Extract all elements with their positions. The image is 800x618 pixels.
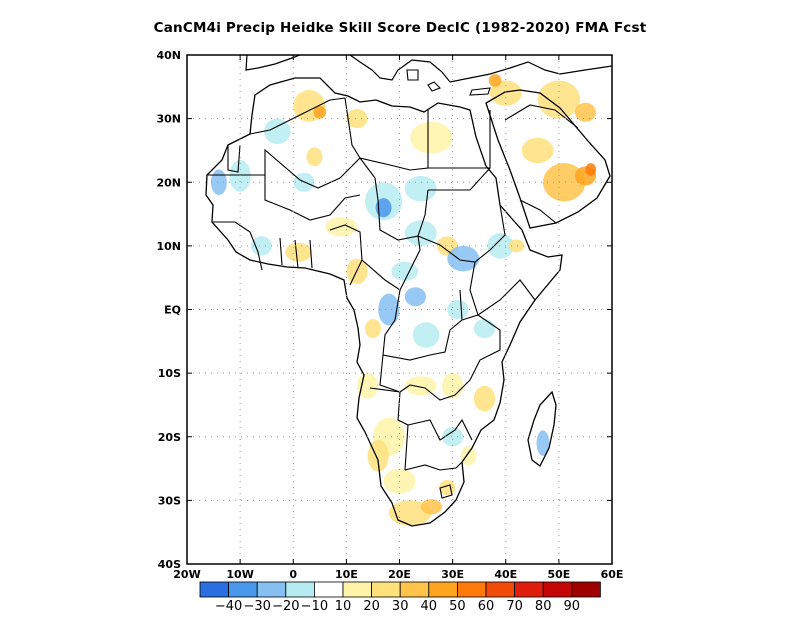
arabia-coastline — [485, 89, 611, 229]
skill-patch — [404, 175, 437, 202]
graticule — [187, 55, 612, 564]
colorbar-swatch — [256, 581, 287, 598]
skill-patch — [306, 147, 323, 167]
colorbar-swatch — [542, 581, 573, 598]
skill-patch — [447, 245, 480, 272]
skill-patch — [364, 319, 381, 339]
skill-patch — [404, 220, 437, 246]
skill-patch — [375, 198, 392, 218]
mediterranean-islands — [406, 69, 491, 96]
skill-patch — [410, 121, 453, 154]
colorbar-swatch — [199, 581, 230, 598]
lon-tick-label: 20W — [173, 568, 200, 581]
colorbar-swatch — [285, 581, 315, 598]
lon-tick-label: 10E — [335, 568, 358, 581]
lat-tick-label: 20S — [158, 431, 181, 444]
skill-patch — [488, 74, 502, 87]
skill-patch — [508, 239, 525, 253]
colorbar-swatch — [428, 581, 458, 598]
skill-patch — [420, 499, 442, 515]
skill-patch — [585, 163, 597, 176]
colorbar-swatch — [485, 581, 516, 598]
lon-tick-label: 40E — [494, 568, 517, 581]
lat-tick-label: 10N — [156, 240, 181, 253]
lat-tick-label: 30N — [156, 113, 181, 126]
colorbar-swatch — [342, 581, 373, 598]
skill-patch — [357, 373, 379, 399]
axis-ticks: 20W 10W 0 10E 20E 30E 40E 50E 60E 40N 30N 20N 10N EQ 1… — [156, 49, 623, 581]
skill-patch — [378, 293, 400, 326]
skill-patch — [264, 118, 291, 145]
colorbar-swatch — [456, 581, 487, 598]
lon-tick-label: 20E — [388, 568, 411, 581]
colorbar-label: 20 — [363, 599, 380, 614]
skill-patch — [489, 80, 522, 106]
lon-tick-label: 30E — [441, 568, 464, 581]
colorbar-label: −20 — [272, 599, 299, 614]
skill-patch — [487, 233, 514, 259]
lon-tick-label: 10W — [226, 568, 253, 581]
colorbar-swatch — [371, 581, 401, 598]
lat-tick-label: 10S — [158, 367, 181, 380]
colorbar-swatch — [228, 581, 258, 598]
colorbar-swatch — [514, 581, 544, 598]
skill-patch — [285, 242, 312, 262]
colorbar-label: −30 — [243, 599, 270, 614]
colorbar-label: 70 — [506, 599, 523, 614]
skill-patch — [473, 385, 496, 412]
skill-patch — [210, 169, 227, 195]
colorbar-label: 80 — [535, 599, 552, 614]
colorbar-label: 30 — [392, 599, 409, 614]
colorbar-label: 10 — [335, 599, 352, 614]
colorbar-swatch — [399, 581, 430, 598]
skill-patch — [521, 137, 554, 164]
colorbar-label: 90 — [564, 599, 581, 614]
lat-tick-label: EQ — [164, 304, 181, 317]
colorbar-swatch — [313, 581, 344, 598]
skill-patch — [542, 163, 586, 202]
skill-patch — [250, 236, 272, 256]
colorbar-label: 50 — [449, 599, 466, 614]
skill-patch — [412, 322, 440, 348]
map-title: CanCM4i Precip Heidke Skill Score DecIC … — [153, 20, 647, 36]
skill-patch — [313, 105, 327, 119]
skill-patch — [460, 446, 477, 466]
skill-patch — [536, 430, 550, 456]
skill-shading-layer — [210, 74, 597, 526]
lat-tick-label: 40N — [156, 49, 181, 62]
lon-tick-label: 60E — [601, 568, 624, 581]
colorbar-swatch — [571, 581, 601, 598]
colorbar-label: 40 — [421, 599, 438, 614]
lat-tick-label: 30S — [158, 494, 181, 507]
madagascar-coastline — [527, 390, 557, 467]
colorbar-label: −10 — [301, 599, 328, 614]
lon-tick-label: 50E — [547, 568, 570, 581]
lat-tick-label: 20N — [156, 176, 181, 189]
colorbar: −40 −30 −20 −10 10 20 30 40 50 60 70 80 90 — [199, 581, 601, 614]
country-borders — [207, 97, 579, 499]
africa-coastline — [205, 77, 563, 527]
colorbar-label: −40 — [215, 599, 242, 614]
skill-patch — [391, 261, 419, 281]
colorbar-label: 60 — [478, 599, 495, 614]
lat-tick-label: 40S — [158, 558, 181, 571]
skill-patch — [346, 109, 368, 129]
skill-patch — [574, 102, 597, 122]
coastline-layer — [205, 55, 612, 527]
skill-patch — [473, 319, 496, 339]
skill-patch — [404, 287, 427, 307]
skill-patch — [442, 427, 464, 447]
lon-tick-label: 0 — [289, 568, 297, 581]
